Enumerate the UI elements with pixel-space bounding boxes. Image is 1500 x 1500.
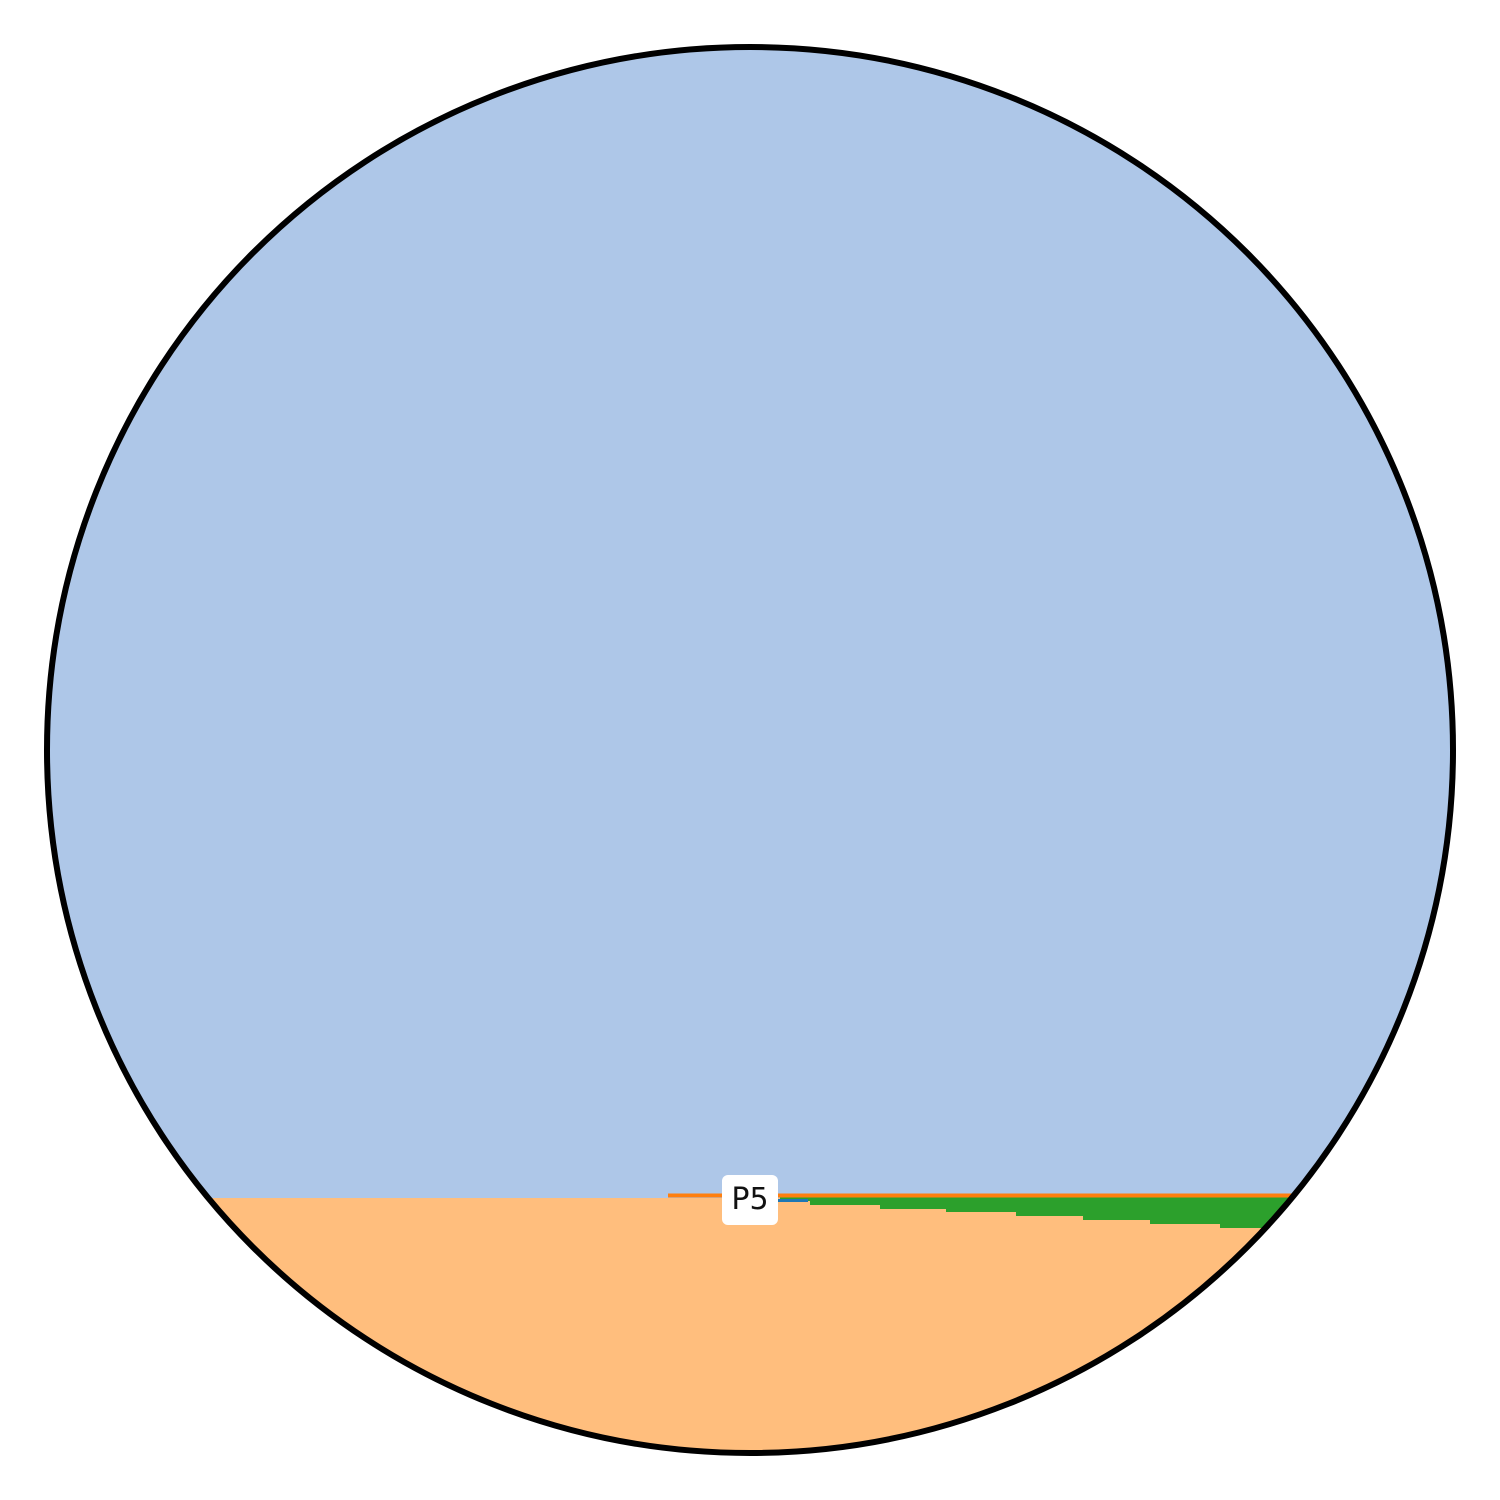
p5-label-badge: P5 bbox=[722, 1175, 778, 1225]
p5-label-text: P5 bbox=[731, 1182, 769, 1217]
circle-outline bbox=[44, 44, 1456, 1456]
green-band bbox=[780, 1196, 1310, 1228]
